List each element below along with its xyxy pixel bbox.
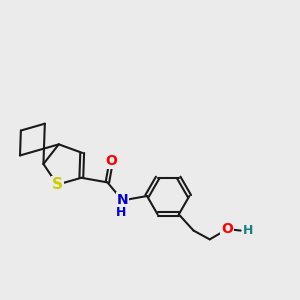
Text: O: O (105, 154, 117, 168)
Text: N: N (117, 194, 128, 207)
Text: H: H (116, 206, 126, 219)
Text: H: H (243, 224, 254, 237)
Text: S: S (52, 177, 63, 192)
Text: O: O (221, 222, 233, 236)
